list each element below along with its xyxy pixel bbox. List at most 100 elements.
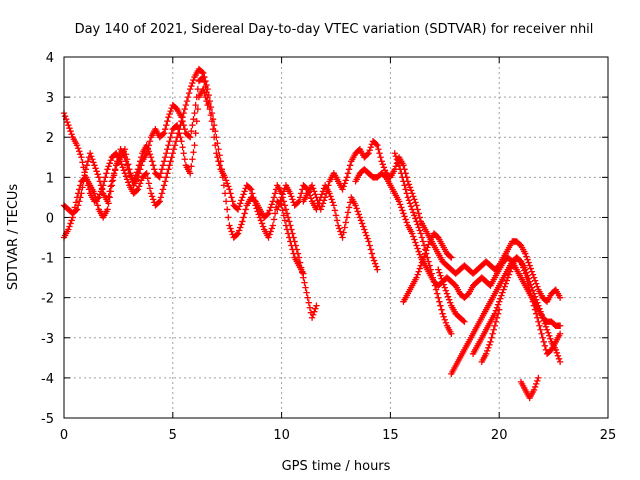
data-point xyxy=(445,296,453,303)
data-point xyxy=(503,277,511,284)
y-tick-label: -2 xyxy=(41,292,54,307)
data-point xyxy=(214,140,221,147)
y-tick-label: 4 xyxy=(46,51,54,66)
data-point xyxy=(332,212,340,219)
data-point xyxy=(91,162,98,169)
data-point xyxy=(191,109,198,117)
grid-layer xyxy=(64,57,608,418)
data-point xyxy=(65,121,72,129)
data-point xyxy=(525,259,532,266)
data-point xyxy=(94,171,101,178)
data-point xyxy=(179,144,186,151)
data-point xyxy=(553,349,561,357)
data-point xyxy=(364,235,371,242)
data-point xyxy=(213,134,220,141)
data-point xyxy=(524,256,531,263)
data-point xyxy=(283,210,291,217)
data-point xyxy=(281,217,289,224)
data-point xyxy=(280,212,287,219)
data-point xyxy=(165,142,172,149)
data-point xyxy=(304,294,311,301)
data-point xyxy=(134,166,142,173)
data-point xyxy=(423,247,430,254)
data-point xyxy=(91,190,98,197)
data-point xyxy=(190,76,197,84)
data-point xyxy=(502,280,509,287)
data-point xyxy=(143,142,150,149)
data-point xyxy=(360,223,367,230)
data-point xyxy=(194,85,202,93)
data-point xyxy=(294,199,302,206)
data-point xyxy=(86,150,94,157)
data-point xyxy=(136,158,144,165)
data-point xyxy=(541,342,549,349)
data-point xyxy=(528,294,536,301)
data-point xyxy=(220,182,228,189)
data-point xyxy=(418,259,426,266)
data-point xyxy=(104,166,111,173)
data-point xyxy=(257,217,265,224)
data-point xyxy=(192,130,199,137)
data-point xyxy=(71,204,79,211)
data-point xyxy=(415,268,422,275)
data-point xyxy=(337,228,344,235)
data-point xyxy=(416,227,423,234)
data-point xyxy=(122,173,130,180)
data-point xyxy=(526,262,533,269)
data-point xyxy=(110,172,118,179)
data-point xyxy=(436,298,443,305)
data-point xyxy=(416,214,423,221)
data-point xyxy=(493,314,501,321)
data-point xyxy=(70,209,77,216)
data-point xyxy=(412,199,419,206)
data-point xyxy=(432,286,440,293)
data-point xyxy=(301,279,308,286)
series-track-9 xyxy=(448,254,564,378)
data-point xyxy=(401,182,408,189)
data-point xyxy=(340,183,347,190)
data-point xyxy=(357,217,365,224)
data-point xyxy=(101,178,108,185)
data-point xyxy=(181,156,188,163)
data-point xyxy=(431,282,439,289)
data-point xyxy=(405,181,413,188)
data-point xyxy=(436,269,443,276)
data-point xyxy=(419,238,427,245)
data-point xyxy=(532,296,540,303)
data-point xyxy=(343,174,351,181)
data-point xyxy=(308,182,316,189)
data-point xyxy=(224,206,231,213)
data-point xyxy=(524,278,531,285)
data-point xyxy=(506,268,514,275)
data-point xyxy=(280,188,287,195)
data-point xyxy=(417,230,425,237)
data-point xyxy=(297,264,305,271)
data-point xyxy=(188,82,195,90)
plot-frame xyxy=(63,56,609,419)
data-point xyxy=(392,153,400,160)
data-point xyxy=(102,174,109,181)
data-point xyxy=(374,266,381,273)
data-point xyxy=(505,271,513,278)
data-point xyxy=(368,250,376,257)
data-point xyxy=(534,314,541,321)
data-point xyxy=(340,229,347,236)
data-point xyxy=(92,165,99,172)
data-point xyxy=(163,150,170,157)
data-point xyxy=(412,239,419,246)
data-point xyxy=(136,180,144,187)
data-point xyxy=(411,236,418,243)
data-point xyxy=(188,128,195,135)
data-point xyxy=(240,191,247,198)
data-point xyxy=(370,257,378,264)
data-point xyxy=(554,352,562,360)
data-point xyxy=(306,304,314,311)
data-point xyxy=(317,206,324,213)
data-point xyxy=(187,134,194,141)
chart-title: Day 140 of 2021, Sidereal Day-to-day VTE… xyxy=(75,22,594,37)
data-point xyxy=(189,121,196,129)
data-point xyxy=(79,159,86,166)
data-point xyxy=(308,314,316,321)
data-point xyxy=(339,234,346,241)
